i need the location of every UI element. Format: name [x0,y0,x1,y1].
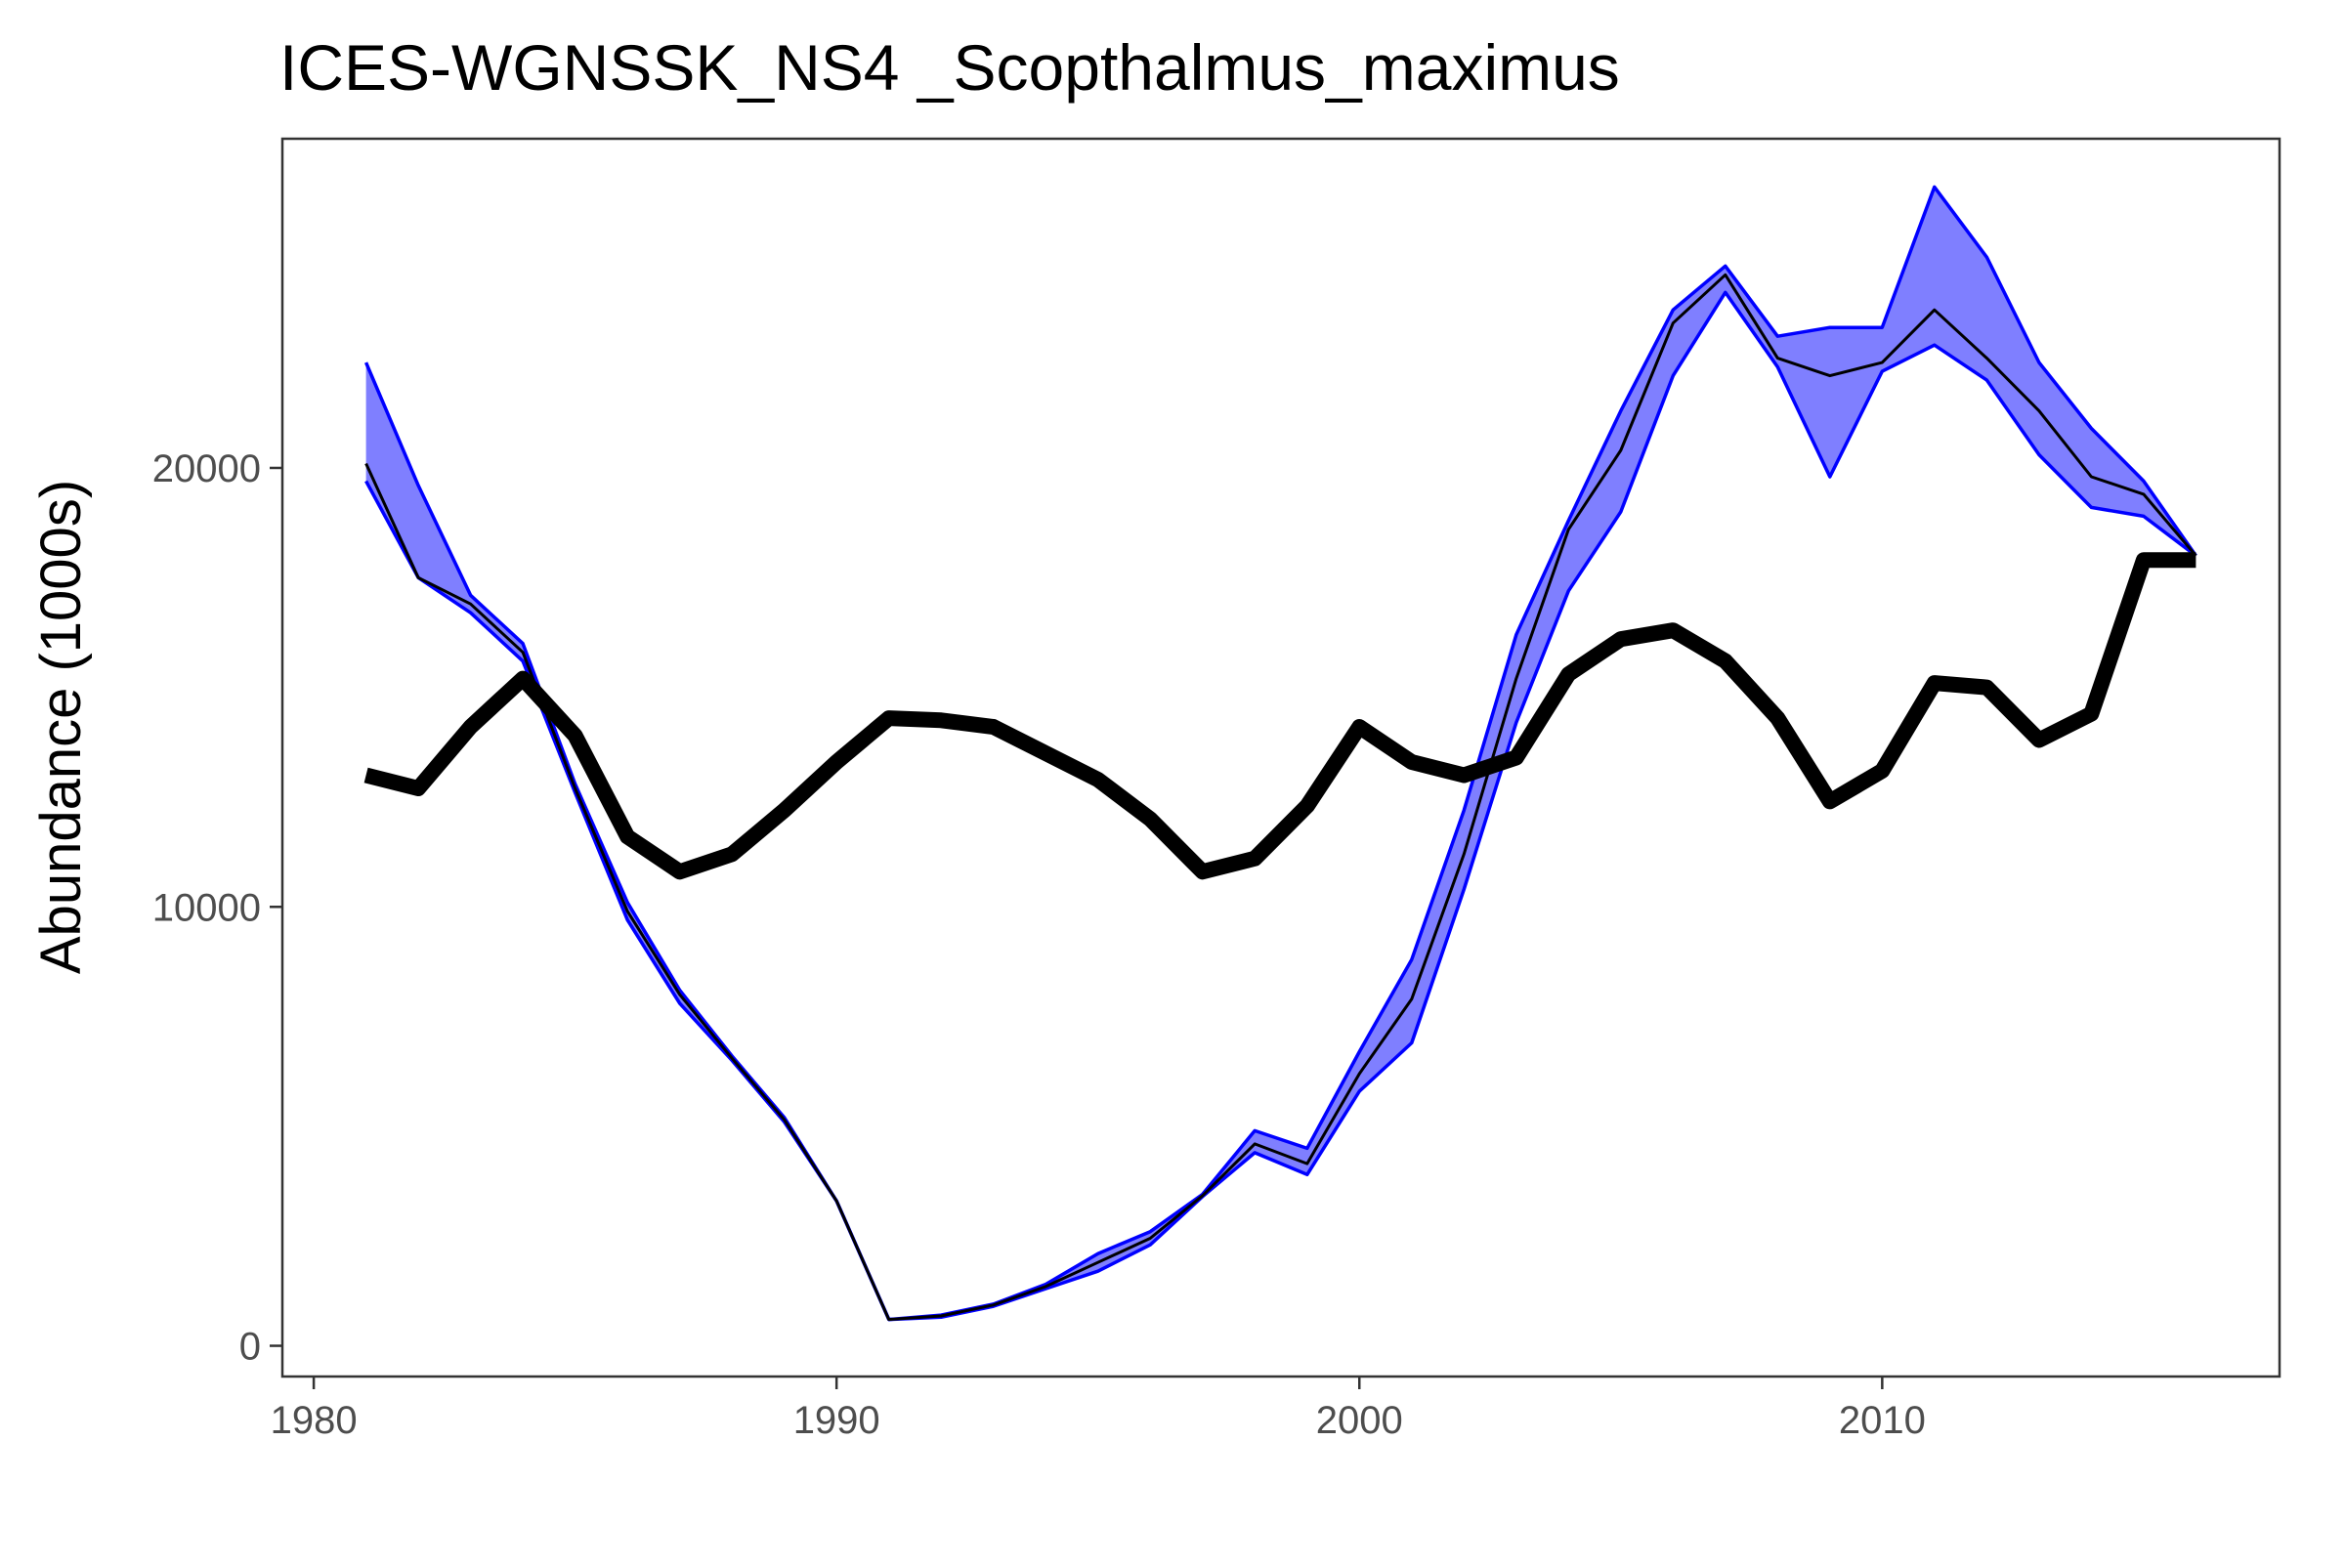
series-line-2 [363,552,2196,880]
plot-panel-border [280,137,2281,1378]
y-tick-label: 0 [239,1326,261,1369]
band-lower-edge [364,290,2197,1322]
y-tick-label: 10000 [152,886,261,929]
y-tick-label: 20000 [152,447,261,490]
chart-title: ICES-WGNSSK_NS4 _Scopthalmus_maximus [279,31,1620,104]
axis-layer: 1980 1990 2000 2010 0 10000 20000 [152,137,2281,1442]
series-line-1 [364,273,2197,1322]
band-upper-edge [363,185,2197,1322]
x-tick-label: 2000 [1316,1399,1403,1442]
plot-layer [363,185,2197,1322]
x-tick-label: 1980 [271,1399,358,1442]
uncertainty-band [365,187,2196,1320]
x-tick-label: 2010 [1839,1399,1926,1442]
y-axis-label: Abundance (1000s) [29,480,93,974]
x-tick-label: 1990 [793,1399,880,1442]
